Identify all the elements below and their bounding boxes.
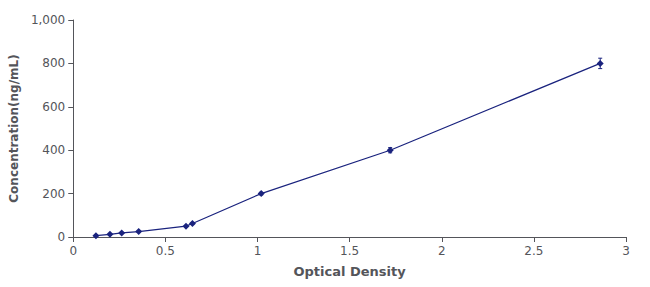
svg-text:800: 800 [42,56,65,70]
svg-text:0: 0 [69,244,77,258]
svg-text:0.5: 0.5 [156,244,175,258]
svg-text:200: 200 [42,187,65,201]
svg-text:Concentration(ng/mL): Concentration(ng/mL) [7,54,21,202]
svg-text:0: 0 [58,230,66,244]
svg-text:1: 1 [254,244,262,258]
svg-text:2: 2 [438,244,446,258]
svg-text:1.5: 1.5 [340,244,359,258]
svg-text:400: 400 [42,143,65,157]
svg-text:600: 600 [42,100,65,114]
svg-text:Optical Density: Optical Density [294,264,407,279]
svg-text:3: 3 [622,244,630,258]
svg-text:2.5: 2.5 [524,244,543,258]
svg-text:1,000: 1,000 [31,13,65,27]
